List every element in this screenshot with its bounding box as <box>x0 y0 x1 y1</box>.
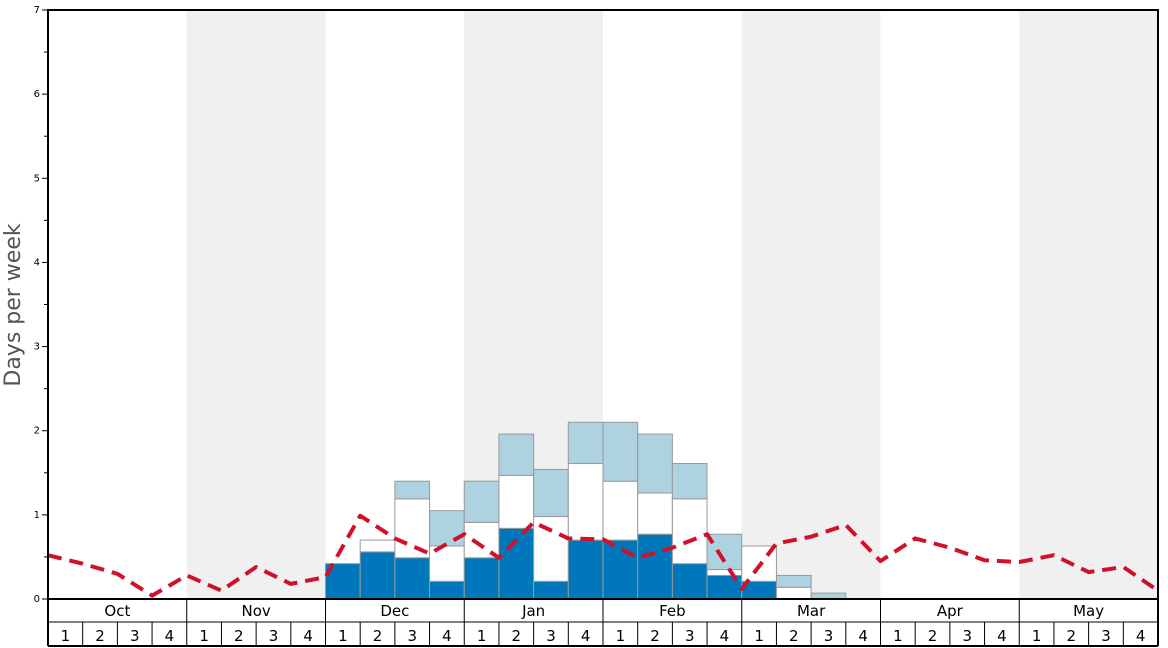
bar-middle-week-17 <box>602 480 639 541</box>
bar-middle-week-11 <box>394 498 431 559</box>
bar-middle-week-16 <box>567 463 604 541</box>
week-label-oct-1: 1 <box>61 627 71 645</box>
month-band-oct <box>48 10 187 599</box>
week-label-jan-1: 1 <box>477 627 487 645</box>
trend-line-layer <box>47 513 1160 598</box>
month-band-may <box>1019 10 1158 599</box>
bar-top-week-12 <box>429 510 465 547</box>
bar-bottom-week-13 <box>463 557 500 600</box>
stacked-bars <box>325 421 847 600</box>
week-label-apr-4: 4 <box>997 627 1007 645</box>
bar-middle-week-14 <box>498 474 535 529</box>
week-label-oct-4: 4 <box>165 627 175 645</box>
bar-bottom-week-15 <box>533 580 569 600</box>
week-label-may-1: 1 <box>1032 627 1042 645</box>
bar-top-week-13 <box>463 480 500 523</box>
y-tick-label-0: 0 <box>34 594 40 605</box>
month-label-feb: Feb <box>659 602 686 620</box>
y-tick-label-5: 5 <box>34 173 40 184</box>
bar-bottom-week-12 <box>429 580 465 600</box>
week-label-mar-2: 2 <box>789 627 799 645</box>
week-label-nov-4: 4 <box>303 627 313 645</box>
bar-middle-week-18 <box>637 492 673 535</box>
bar-middle-week-15 <box>533 516 569 582</box>
month-label-oct: Oct <box>104 602 130 620</box>
week-label-mar-4: 4 <box>858 627 868 645</box>
week-label-feb-4: 4 <box>720 627 730 645</box>
plot-frame <box>47 9 1159 600</box>
y-tick-label-6: 6 <box>34 89 40 100</box>
week-label-jan-2: 2 <box>512 627 522 645</box>
bar-top-week-16 <box>567 421 604 465</box>
week-label-dec-1: 1 <box>338 627 348 645</box>
week-label-feb-1: 1 <box>616 627 626 645</box>
month-label-mar: Mar <box>797 602 826 620</box>
bar-bottom-week-16 <box>567 539 604 600</box>
trend-line <box>47 513 1160 598</box>
week-label-oct-3: 3 <box>130 627 140 645</box>
bar-top-week-22 <box>775 574 812 588</box>
bar-bottom-week-19 <box>671 563 708 600</box>
bar-bottom-week-17 <box>602 539 639 600</box>
bar-top-week-15 <box>533 468 569 518</box>
week-label-may-3: 3 <box>1101 627 1111 645</box>
bar-bottom-week-18 <box>637 533 673 600</box>
y-tick-label-2: 2 <box>34 426 40 437</box>
month-band-nov <box>186 10 326 599</box>
week-label-feb-2: 2 <box>650 627 660 645</box>
y-axis: 0 1 2 3 4 5 6 7 <box>34 5 48 605</box>
week-label-jan-3: 3 <box>546 627 556 645</box>
bar-bottom-week-10 <box>359 551 396 600</box>
bar-bottom-week-11 <box>394 557 431 600</box>
month-label-may: May <box>1073 602 1104 620</box>
month-label-apr: Apr <box>937 602 964 620</box>
month-label-dec: Dec <box>380 602 409 620</box>
bar-middle-week-10 <box>359 539 396 553</box>
bar-middle-week-22 <box>775 586 812 600</box>
week-label-apr-2: 2 <box>928 627 938 645</box>
bar-top-week-17 <box>602 421 639 482</box>
week-label-may-2: 2 <box>1067 627 1077 645</box>
week-label-may-4: 4 <box>1136 627 1146 645</box>
y-tick-label-3: 3 <box>34 342 40 353</box>
bar-middle-week-19 <box>671 498 708 565</box>
week-label-dec-4: 4 <box>442 627 452 645</box>
bar-top-week-19 <box>671 463 708 500</box>
y-tick-label-7: 7 <box>34 5 40 16</box>
week-label-mar-3: 3 <box>824 627 834 645</box>
y-tick-label-1: 1 <box>34 510 40 521</box>
x-axis: Oct 1 2 3 4 Nov 1 2 3 4 Dec 1 2 3 4 Jan 1 2 3 4 Feb 1 2 3 4 Mar 1 2… <box>47 599 1159 647</box>
y-axis-title: Days per week <box>1 223 26 386</box>
week-label-nov-3: 3 <box>269 627 279 645</box>
week-label-dec-2: 2 <box>373 627 383 645</box>
week-label-mar-1: 1 <box>754 627 764 645</box>
week-label-jan-4: 4 <box>581 627 591 645</box>
week-label-nov-1: 1 <box>199 627 209 645</box>
bar-top-week-18 <box>637 433 673 494</box>
week-label-oct-2: 2 <box>95 627 105 645</box>
y-tick-label-4: 4 <box>34 257 40 268</box>
week-label-dec-3: 3 <box>407 627 417 645</box>
week-label-apr-1: 1 <box>893 627 903 645</box>
month-band-apr <box>880 10 1020 599</box>
bar-top-week-11 <box>394 480 431 500</box>
month-band-mar <box>741 10 881 599</box>
month-label-nov: Nov <box>241 602 270 620</box>
week-label-feb-3: 3 <box>685 627 695 645</box>
bar-middle-week-20 <box>706 569 743 576</box>
week-label-nov-2: 2 <box>234 627 244 645</box>
month-label-jan: Jan <box>521 602 545 620</box>
bar-top-week-14 <box>498 433 535 476</box>
week-label-apr-3: 3 <box>962 627 972 645</box>
